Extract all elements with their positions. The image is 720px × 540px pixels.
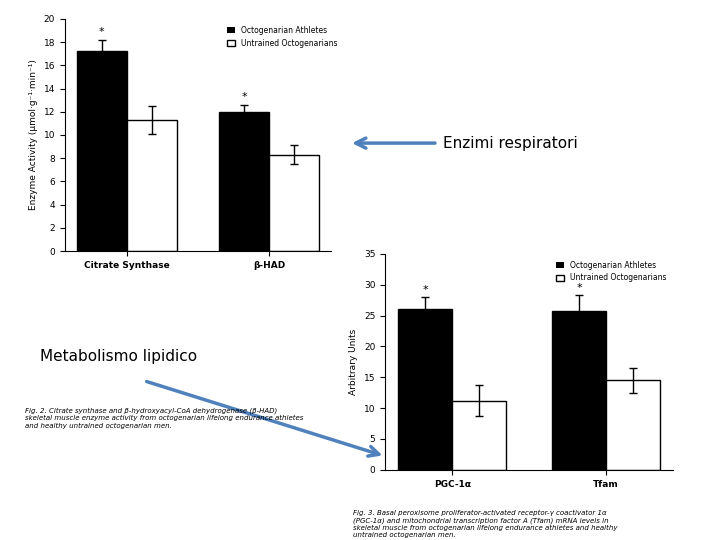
- Text: *: *: [241, 92, 247, 103]
- Bar: [269, 155, 319, 251]
- Bar: [127, 120, 176, 251]
- Text: Fig. 2. Citrate synthase and β-hydroxyacyl-CoA dehydrogenase (β-HAD)
skeletal mu: Fig. 2. Citrate synthase and β-hydroxyac…: [25, 408, 304, 429]
- Legend: Octogenarian Athletes, Untrained Octogenarians: Octogenarian Athletes, Untrained Octogen…: [225, 23, 341, 51]
- Bar: [77, 51, 127, 251]
- Y-axis label: Arbitrary Units: Arbitrary Units: [349, 329, 359, 395]
- Bar: [220, 112, 269, 251]
- Text: *: *: [577, 282, 582, 293]
- Text: Enzimi respiratori: Enzimi respiratori: [443, 136, 577, 151]
- Bar: [606, 380, 660, 470]
- Y-axis label: Enzyme Activity (μmol·g⁻¹·min⁻¹): Enzyme Activity (μmol·g⁻¹·min⁻¹): [29, 59, 38, 211]
- Text: Fig. 3. Basal peroxisome proliferator-activated receptor-γ coactivator 1α
(PGC-1: Fig. 3. Basal peroxisome proliferator-ac…: [353, 510, 617, 538]
- Legend: Octogenarian Athletes, Untrained Octogenarians: Octogenarian Athletes, Untrained Octogen…: [553, 258, 670, 286]
- FancyArrowPatch shape: [147, 382, 379, 456]
- Text: *: *: [99, 28, 104, 37]
- Bar: [452, 401, 506, 470]
- Text: *: *: [423, 285, 428, 294]
- Bar: [398, 309, 452, 470]
- FancyArrowPatch shape: [356, 138, 435, 148]
- Bar: [552, 310, 606, 470]
- Text: Metabolismo lipidico: Metabolismo lipidico: [40, 349, 197, 364]
